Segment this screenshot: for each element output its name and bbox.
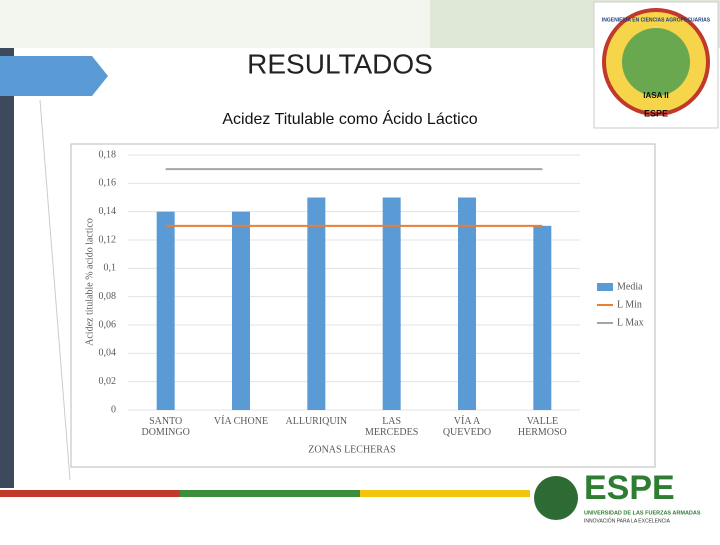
bar [533, 225, 552, 410]
bar [156, 211, 175, 410]
title-arrow [0, 56, 108, 96]
legend-label: Media [617, 281, 643, 292]
logo-badge: ESPE [644, 108, 668, 118]
deco-line [39, 99, 71, 481]
x-tick-label: VALLE HERMOSO [518, 416, 567, 438]
legend-swatch [597, 283, 613, 291]
stripe-green [180, 490, 360, 497]
y-tick-label: 0,08 [99, 291, 117, 302]
x-tick-label: LAS MERCEDES [365, 416, 418, 438]
legend-label: L Min [617, 299, 642, 310]
x-tick-label: VÍA CHONE [214, 415, 268, 427]
y-tick-label: 0,16 [99, 178, 117, 189]
y-tick-label: 0,04 [99, 348, 117, 359]
slide-subtitle: Acidez Titulable como Ácido Láctico [222, 109, 477, 128]
y-tick-label: 0,12 [99, 234, 117, 245]
espe-line2: INNOVACIÓN PARA LA EXCELENCIA [584, 517, 671, 524]
bar [307, 197, 326, 410]
slide-title: RESULTADOS [247, 48, 433, 79]
x-tick-label: SANTO DOMINGO [141, 416, 189, 438]
y-tick-label: 0,06 [99, 319, 117, 330]
stripe-yellow [360, 490, 530, 497]
logo-center [622, 28, 690, 96]
espe-line1: UNIVERSIDAD DE LAS FUERZAS ARMADAS [584, 510, 701, 516]
logo-campus: IASA II [643, 91, 668, 100]
left-strip [0, 48, 14, 488]
y-tick-label: 0,1 [104, 263, 117, 274]
y-tick-label: 0 [111, 404, 116, 415]
x-tick-label: VÍA A QUEVEDO [443, 415, 491, 438]
bar [232, 211, 250, 410]
legend-label: L Max [617, 317, 644, 328]
y-tick-label: 0,18 [99, 149, 117, 160]
espe-emblem [534, 476, 578, 520]
bar [458, 197, 476, 410]
x-tick-label: ALLURIQUIN [286, 416, 348, 427]
y-axis-title: Acidez titulable % acido lactico [84, 218, 95, 346]
logo-ring-text: INGENIERÍA EN CIENCIAS AGROPECUARIAS [602, 15, 711, 23]
stripe-red [0, 490, 180, 497]
x-axis-title: ZONAS LECHERAS [308, 444, 396, 455]
y-tick-label: 0,14 [99, 206, 117, 217]
y-tick-label: 0,02 [99, 376, 117, 387]
bar [382, 197, 401, 410]
espe-name: ESPE [584, 469, 675, 507]
